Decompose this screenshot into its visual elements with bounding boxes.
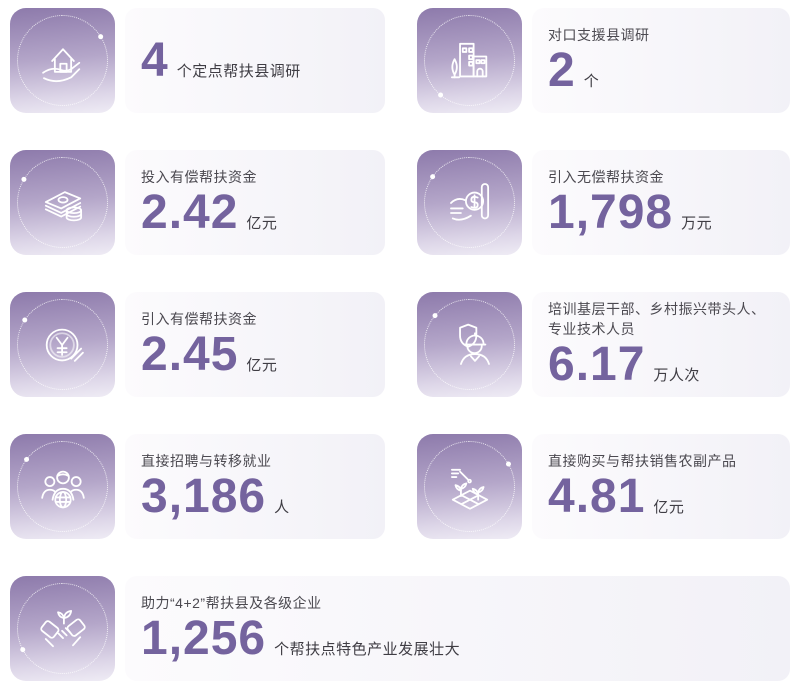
farm-field-icon xyxy=(450,468,488,510)
stat-number: 1,798 xyxy=(548,186,674,240)
stat-unit: 人 xyxy=(274,499,290,517)
stat-number-row: 1,256 个帮扶点特色产业发展壮大 xyxy=(141,612,774,666)
stat-label: 直接购买与帮扶销售农副产品 xyxy=(548,452,737,469)
stat-label: 培训基层干部、乡村振兴带头人、专业技术人员 xyxy=(548,300,766,338)
dotted-ring-decoration xyxy=(17,299,108,390)
dotted-ring-decoration xyxy=(424,441,515,532)
stat-card: 投入有偿帮扶资金 2.42 亿元 xyxy=(10,150,385,255)
buildings-icon xyxy=(450,42,487,78)
dotted-ring-decoration xyxy=(17,583,108,674)
stat-unit: 万人次 xyxy=(653,367,700,385)
stat-card: 直接购买与帮扶销售农副产品 4.81 亿元 xyxy=(417,434,790,539)
stat-number: 6.17 xyxy=(548,338,646,392)
stat-card: 引入无偿帮扶资金 1,798 万元 xyxy=(417,150,790,255)
stat-card: 引入有偿帮扶资金 2.45 亿元 xyxy=(10,292,385,397)
dotted-ring-decoration xyxy=(424,299,515,390)
stat-label: 引入无偿帮扶资金 xyxy=(548,168,664,185)
stat-number: 1,256 xyxy=(141,612,267,666)
icon-tile xyxy=(10,8,115,113)
icon-tile xyxy=(417,8,522,113)
dotted-ring-decoration xyxy=(17,157,108,248)
icon-tile xyxy=(10,150,115,255)
stat-number: 4.81 xyxy=(548,470,646,524)
stat-label: 对口支援县调研 xyxy=(548,26,650,43)
stat-label: 引入有偿帮扶资金 xyxy=(141,310,257,327)
stat-card: 直接招聘与转移就业 3,186 人 xyxy=(10,434,385,539)
stat-number-row: 4.81 亿元 xyxy=(548,470,774,524)
stat-unit: 亿元 xyxy=(246,357,278,375)
stat-body: 直接购买与帮扶销售农副产品 4.81 亿元 xyxy=(532,434,790,539)
stat-unit: 亿元 xyxy=(246,215,278,233)
stat-number: 2.45 xyxy=(141,328,239,382)
stat-body: 培训基层干部、乡村振兴带头人、专业技术人员 6.17 万人次 xyxy=(532,292,790,397)
icon-tile xyxy=(417,150,522,255)
stat-number-row: 3,186 人 xyxy=(141,470,369,524)
stat-body: 引入无偿帮扶资金 1,798 万元 xyxy=(532,150,790,255)
stat-label: 直接招聘与转移就业 xyxy=(141,452,272,469)
stat-body: 投入有偿帮扶资金 2.42 亿元 xyxy=(125,150,385,255)
stat-card: 培训基层干部、乡村振兴带头人、专业技术人员 6.17 万人次 xyxy=(417,292,790,397)
stat-number-row: 1,798 万元 xyxy=(548,186,774,240)
dotted-ring-decoration xyxy=(424,157,515,248)
stat-number: 3,186 xyxy=(141,470,267,524)
stat-label: 投入有偿帮扶资金 xyxy=(141,168,257,185)
dotted-ring-decoration xyxy=(17,15,108,106)
worker-shield-icon xyxy=(458,323,490,365)
icon-tile xyxy=(417,292,522,397)
stat-number-row: 4 个定点帮扶县调研 xyxy=(141,34,369,88)
stat-unit: 个定点帮扶县调研 xyxy=(176,63,301,81)
stat-body: 直接招聘与转移就业 3,186 人 xyxy=(125,434,385,539)
stat-unit: 亿元 xyxy=(653,499,685,517)
icon-tile xyxy=(10,576,115,681)
stat-body: 引入有偿帮扶资金 2.45 亿元 xyxy=(125,292,385,397)
stat-unit: 个 xyxy=(583,73,600,91)
yuan-coin-icon xyxy=(45,328,84,362)
stat-card: 助力“4+2”帮扶县及各级企业 1,256 个帮扶点特色产业发展壮大 xyxy=(10,576,790,681)
icon-tile xyxy=(10,292,115,397)
stat-unit: 万元 xyxy=(681,215,713,233)
stat-number-row: 2.45 亿元 xyxy=(141,328,369,382)
stat-number: 4 xyxy=(141,34,169,88)
stat-card: 4 个定点帮扶县调研 xyxy=(10,8,385,113)
house-on-hand-icon xyxy=(41,47,80,82)
hand-dollar-icon xyxy=(449,182,489,221)
stat-label: 助力“4+2”帮扶县及各级企业 xyxy=(141,594,322,611)
people-globe-icon xyxy=(40,470,85,508)
icon-tile xyxy=(417,434,522,539)
stat-unit: 个帮扶点特色产业发展壮大 xyxy=(274,641,461,659)
stat-body: 4 个定点帮扶县调研 xyxy=(125,8,385,113)
stat-number-row: 2.42 亿元 xyxy=(141,186,369,240)
dotted-ring-decoration xyxy=(424,15,515,106)
icon-tile xyxy=(10,434,115,539)
stat-number: 2.42 xyxy=(141,186,239,240)
stat-number-row: 6.17 万人次 xyxy=(548,338,774,392)
stat-number: 2 xyxy=(548,44,576,98)
banknotes-icon xyxy=(44,190,82,221)
handshake-sprout-icon xyxy=(39,609,86,647)
dotted-ring-decoration xyxy=(17,441,108,532)
stat-body: 助力“4+2”帮扶县及各级企业 1,256 个帮扶点特色产业发展壮大 xyxy=(125,576,790,681)
